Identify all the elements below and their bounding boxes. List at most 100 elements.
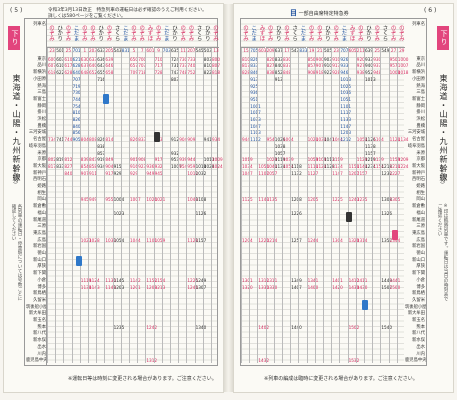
time-cell: 852: [274, 70, 283, 76]
station-name: 出水: [416, 344, 425, 350]
station-name: 東京: [416, 56, 425, 62]
station-name: 静岡: [37, 103, 46, 109]
train-column: 701 621 628 640 707 719 730 744 754 810 826 840 856 9…: [71, 48, 81, 363]
time-cell: 610: [64, 56, 73, 62]
station-name: 岡山: [416, 197, 425, 203]
time-cell: 1025: [340, 83, 352, 89]
time-cell: 916: [130, 163, 138, 169]
time-cell: 1412: [348, 277, 360, 283]
time-cell: 1430: [356, 284, 368, 290]
time-cell: 1114: [307, 163, 319, 169]
page-header: 目 一部自由席特定特急券: [290, 8, 349, 18]
time-cell: 923: [138, 163, 147, 169]
train-number: 19: [308, 48, 315, 53]
time-cell: 734: [48, 137, 56, 143]
station-name: 筑後船小屋: [405, 304, 427, 310]
train-column: 11 730 737 748 904 939 954: [178, 48, 187, 363]
train-number: 549: [381, 48, 390, 53]
time-cell: 1007: [171, 163, 182, 169]
time-cell: 846: [250, 70, 259, 76]
train-column: 23 600 607 618 734 802 817: [47, 48, 56, 363]
time-cell: 803: [171, 76, 179, 82]
train-name-header: のぞみ: [178, 19, 187, 48]
time-cell: 621: [72, 56, 81, 62]
station-name: 三島: [416, 90, 425, 96]
time-cell: 610: [56, 63, 65, 69]
time-cell: 1024: [212, 163, 223, 169]
time-cell: 1147: [332, 170, 343, 176]
time-cell: 1201: [130, 284, 141, 290]
time-cell: 1124: [315, 163, 327, 169]
note-badge: [392, 230, 398, 240]
station-name: 西明石: [412, 177, 425, 183]
time-cell: 1154: [373, 163, 384, 169]
time-cell: 1128: [324, 163, 335, 169]
time-cell: 1054: [356, 137, 368, 143]
time-cell: 1023: [113, 210, 125, 216]
train-name-header: ひかり: [96, 19, 105, 48]
train-name-header: ひかり: [170, 19, 178, 48]
time-cell: 920: [356, 56, 365, 62]
time-cell: 1033: [105, 237, 117, 243]
station-name: 福山: [37, 210, 46, 216]
time-cell: 640: [72, 70, 81, 76]
station-name: 久留米: [412, 297, 425, 303]
station-name: 新横浜: [412, 70, 425, 76]
train-number: 605: [348, 48, 357, 53]
time-cell: 640: [89, 63, 97, 69]
time-cell: 903: [324, 56, 332, 62]
time-cell: 858: [89, 163, 97, 169]
time-cell: 840: [274, 63, 283, 69]
station-name: 新神戸: [33, 170, 46, 176]
time-cell: 719: [72, 83, 81, 89]
station-name: 新尾道: [412, 217, 425, 223]
time-cell: 600: [48, 56, 56, 62]
time-cell: 932: [171, 150, 179, 156]
time-cell: 833: [250, 63, 259, 69]
time-cell: 618: [48, 70, 56, 76]
time-cell: 1242: [146, 324, 158, 330]
time-cell: 854: [80, 163, 89, 169]
time-cell: 1402: [258, 324, 270, 330]
train-name-header: のぞみ: [79, 19, 88, 48]
time-cell: 1432: [258, 358, 270, 364]
train-column: 17 830 837 848 1004 1039 1054: [282, 48, 294, 363]
time-cell: 901: [130, 157, 138, 163]
header-mark: 目: [290, 9, 297, 17]
train-column: 205 639 646 658 814 849 904 917 955 1033 1130 1149: [104, 48, 117, 363]
train-name-header: こだま: [161, 19, 170, 48]
station-name: 新大阪: [412, 163, 425, 169]
time-cell: 1134: [332, 163, 343, 169]
time-cell: 917: [154, 157, 163, 163]
time-cell: 1407: [291, 284, 302, 290]
train-number: 27: [390, 48, 397, 53]
time-cell: 1257: [291, 237, 302, 243]
time-cell: 1013: [203, 157, 215, 163]
station-name: 新八代: [412, 331, 425, 337]
train-column: 7 700 707 718 833 908 923: [137, 48, 146, 363]
time-cell: 951: [250, 96, 259, 102]
time-cell: 925: [250, 83, 259, 89]
time-cell: 1127: [307, 170, 319, 176]
time-cell: 1013: [365, 76, 376, 82]
timetable-grid: [46, 18, 218, 366]
train-column: 639 933 940 952 1013 1126 1138 1157 1219 1234: [364, 48, 376, 363]
time-cell: 913: [274, 76, 283, 82]
note-badge: [103, 94, 109, 104]
station-name: 久留米: [33, 297, 46, 303]
time-cell: 655: [97, 70, 106, 76]
train-number: 13: [213, 48, 219, 53]
time-cell: 1107: [258, 170, 270, 176]
time-cell: 1311: [266, 277, 278, 283]
time-cell: 1209: [146, 284, 158, 290]
train-column: 15 810 817 828 944 1019 1034 1047 1125 1204 1301 13…: [241, 48, 253, 363]
station-name: 新玉名: [33, 318, 46, 323]
time-cell: 650: [130, 56, 138, 62]
time-cell: 1312: [258, 277, 270, 283]
time-cell: 1012: [187, 170, 199, 176]
train-name-header: ひかり: [273, 19, 282, 48]
line-title: 東海道・山陽・九州新幹線: [12, 74, 21, 182]
time-cell: 826: [130, 137, 138, 143]
time-cell: 850: [307, 56, 316, 62]
time-cell: 840: [64, 170, 73, 176]
